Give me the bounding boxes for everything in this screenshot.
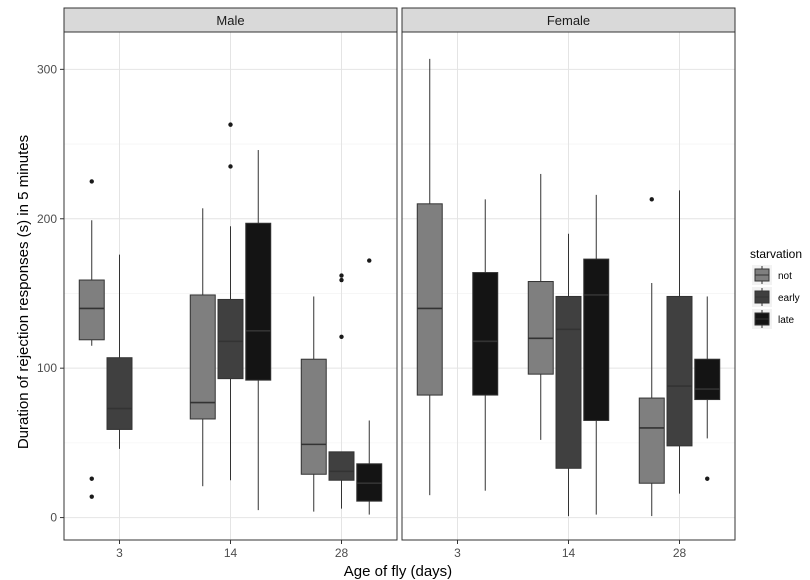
facet-strip: [63, 7, 398, 33]
outlier-point: [705, 476, 710, 481]
box-3-early: [106, 254, 133, 449]
y-tick-label: 300: [37, 62, 57, 76]
legend-key-not: not: [752, 265, 792, 285]
x-tick-label: 14: [562, 546, 576, 560]
legend: starvation not early late: [750, 247, 802, 329]
box-body: [245, 222, 272, 381]
box-28-not: [638, 197, 665, 517]
box-3-not: [78, 179, 105, 499]
x-tick-label: 28: [673, 546, 687, 560]
x-axis-title: Age of fly (days): [344, 563, 452, 580]
box-body: [666, 295, 693, 447]
box-28-early: [666, 190, 693, 494]
outlier-point: [89, 476, 94, 481]
box-body: [78, 279, 105, 341]
box-body: [527, 281, 554, 375]
box-28-not: [300, 296, 327, 512]
box-body: [694, 358, 721, 401]
legend-label: late: [778, 315, 795, 326]
box-body: [189, 294, 216, 420]
x-tick-label: 28: [335, 546, 349, 560]
legend-label: early: [778, 293, 800, 304]
outlier-point: [339, 273, 344, 278]
facet-strip: [401, 7, 736, 33]
box-14-early: [217, 122, 244, 481]
box-body: [106, 357, 133, 430]
box-body: [328, 451, 355, 481]
box-body: [300, 358, 327, 475]
legend-label: not: [778, 271, 792, 282]
box-body: [416, 203, 443, 396]
box-3-late: [472, 199, 499, 491]
box-14-late: [245, 150, 272, 511]
outlier-point: [339, 277, 344, 283]
outlier-point: [367, 258, 372, 263]
box-body: [583, 258, 610, 421]
box-body: [472, 272, 499, 396]
box-3-not: [416, 58, 443, 496]
box-body: [555, 295, 582, 469]
box-28-late: [356, 258, 383, 515]
outlier-point: [228, 164, 233, 169]
y-axis-title: Duration of rejection responses (s) in 5…: [15, 135, 32, 449]
x-tick-label: 3: [116, 546, 123, 560]
box-body: [638, 397, 665, 484]
box-14-late: [583, 194, 610, 515]
facet-strip-label: Male: [216, 13, 244, 28]
box-28-late: [694, 296, 721, 481]
box-14-not: [527, 173, 554, 440]
legend-key-early: early: [752, 287, 800, 307]
box-14-not: [189, 208, 216, 487]
box-28-early: [328, 273, 355, 509]
facet-strip-label: Female: [547, 13, 590, 28]
legend-key-late: late: [752, 309, 795, 329]
x-tick-label: 14: [224, 546, 238, 560]
box-body: [217, 298, 244, 380]
outlier-point: [649, 197, 654, 202]
legend-title: starvation: [750, 247, 802, 261]
panel-female: Female 3 14 28: [401, 7, 736, 560]
y-tick-label: 100: [37, 361, 57, 375]
outlier-point: [89, 179, 94, 184]
panel-male: Male 3 14 28: [63, 7, 398, 560]
y-tick-label: 200: [37, 212, 57, 226]
y-tick-label: 0: [50, 511, 57, 525]
outlier-point: [228, 122, 233, 127]
outlier-point: [89, 494, 94, 499]
x-tick-label: 3: [454, 546, 461, 560]
outlier-point: [339, 334, 344, 339]
box-14-early: [555, 233, 582, 517]
